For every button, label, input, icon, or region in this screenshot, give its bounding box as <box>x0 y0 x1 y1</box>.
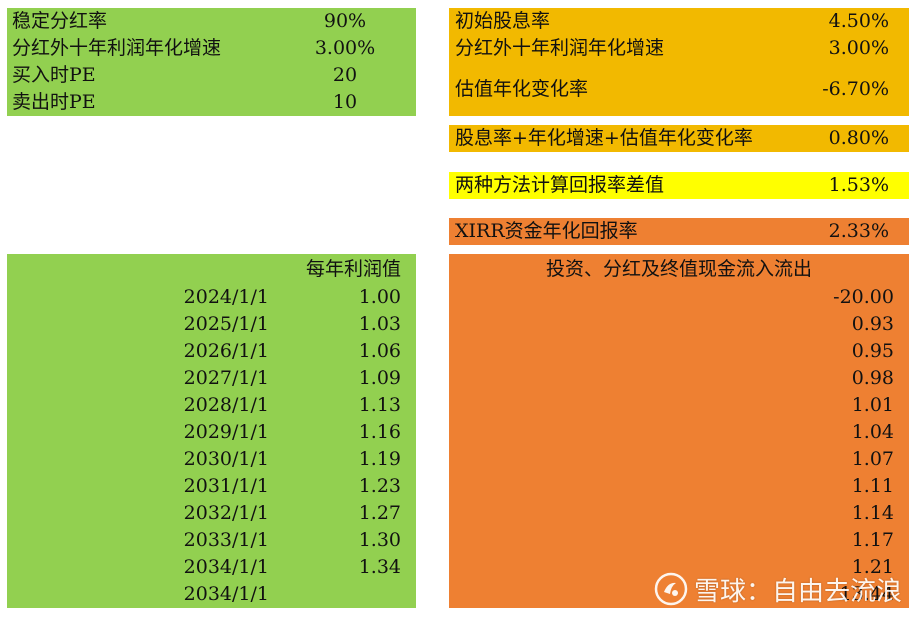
param-row-sell-pe: 卖出时PE 10 <box>7 89 416 116</box>
watermark: 雪球：自由去流浪 <box>654 567 902 611</box>
param-value: 10 <box>332 91 358 113</box>
profit-value: 1.16 <box>358 421 401 443</box>
sum-rate-value: 0.80% <box>828 127 889 149</box>
profit-value: 1.03 <box>358 313 401 335</box>
profit-date: 2025/1/1 <box>183 313 269 335</box>
cashflow-value: 1.11 <box>851 475 894 497</box>
profit-date: 2029/1/1 <box>183 421 269 443</box>
profit-date: 2032/1/1 <box>183 502 269 524</box>
table-row: 2032/1/1 1.27 <box>7 500 416 527</box>
return-diff-row: 两种方法计算回报率差值 1.53% <box>449 172 909 199</box>
profit-date: 2031/1/1 <box>183 475 269 497</box>
table-row: 2031/1/1 1.23 <box>7 473 416 500</box>
cashflow-header: 投资、分红及终值现金流入流出 <box>545 258 812 280</box>
sum-rate-row: 股息率+年化增速+估值年化变化率 0.80% <box>449 125 909 152</box>
table-row: 2034/1/1 1.34 <box>7 554 416 581</box>
table-row: 2029/1/1 1.16 <box>7 419 416 446</box>
param-value: 90% <box>323 10 367 32</box>
param-label: 分红外十年利润年化增速 <box>12 37 222 59</box>
cashflow-value: 0.98 <box>851 367 894 389</box>
table-row: 2025/1/1 1.03 <box>7 311 416 338</box>
cashflow-value: 1.04 <box>851 421 894 443</box>
cashflow-value: 13.44 <box>839 583 894 605</box>
table-row: 2034/1/1 <box>7 581 416 608</box>
profit-value: 1.06 <box>358 340 401 362</box>
param-value: 20 <box>332 64 358 86</box>
cashflow-value: 1.14 <box>851 502 894 524</box>
income-label: 分红外十年利润年化增速 <box>455 37 665 59</box>
profit-date: 2034/1/1 <box>183 583 269 605</box>
cashflow-value: 0.93 <box>851 313 894 335</box>
profit-date: 2024/1/1 <box>183 286 269 308</box>
annual-profit-header: 每年利润值 <box>305 258 401 280</box>
income-panel: 初始股息率 4.50% 分红外十年利润年化增速 3.00% 估值年化变化率 -6… <box>449 8 909 116</box>
xirr-label: XIRR资金年化回报率 <box>455 220 638 242</box>
cashflow-value: 1.07 <box>851 448 894 470</box>
cashflow-value: 1.21 <box>851 556 894 578</box>
cashflow-value: 1.17 <box>851 529 894 551</box>
snowball-logo-icon <box>654 572 688 606</box>
xirr-row: XIRR资金年化回报率 2.33% <box>449 218 909 245</box>
param-row-profit-growth: 分红外十年利润年化增速 3.00% <box>7 35 416 62</box>
return-diff-label: 两种方法计算回报率差值 <box>455 174 665 196</box>
profit-date: 2033/1/1 <box>183 529 269 551</box>
annual-profit-table: 每年利润值 2024/1/1 1.00 2025/1/1 1.03 2026/1… <box>7 254 416 608</box>
profit-value: 1.19 <box>358 448 401 470</box>
cashflow-table: 投资、分红及终值现金流入流出 -20.00 0.93 0.95 0.98 1.0… <box>449 254 909 608</box>
cashflow-value: 1.01 <box>851 394 894 416</box>
profit-value: 1.30 <box>358 529 401 551</box>
profit-value: 1.09 <box>358 367 401 389</box>
xirr-value: 2.33% <box>828 220 889 242</box>
profit-date: 2026/1/1 <box>183 340 269 362</box>
profit-date: 2030/1/1 <box>183 448 269 470</box>
income-label: 估值年化变化率 <box>455 78 589 100</box>
income-row-profit-growth: 分红外十年利润年化增速 3.00% <box>449 35 909 62</box>
profit-value: 1.13 <box>358 394 401 416</box>
cashflow-value: -20.00 <box>833 286 894 308</box>
profit-date: 2027/1/1 <box>183 367 269 389</box>
param-label: 卖出时PE <box>12 91 96 113</box>
table-row: 2024/1/1 1.00 <box>7 284 416 311</box>
param-row-dividend-payout: 稳定分红率 90% <box>7 8 416 35</box>
cashflow-value: 0.95 <box>851 340 894 362</box>
profit-value: 1.00 <box>358 286 401 308</box>
param-label: 稳定分红率 <box>12 10 108 32</box>
profit-date: 2028/1/1 <box>183 394 269 416</box>
param-label: 买入时PE <box>12 64 96 86</box>
income-row-valuation-change: 估值年化变化率 -6.70% <box>449 76 909 103</box>
parameters-panel: 稳定分红率 90% 分红外十年利润年化增速 3.00% 买入时PE 20 卖出时… <box>7 8 416 116</box>
table-row: 2030/1/1 1.19 <box>7 446 416 473</box>
profit-value: 1.27 <box>358 502 401 524</box>
income-value: 3.00% <box>828 37 889 59</box>
table-row: 2028/1/1 1.13 <box>7 392 416 419</box>
income-value: -6.70% <box>822 78 889 100</box>
return-diff-value: 1.53% <box>828 174 889 196</box>
param-value: 3.00% <box>314 37 376 59</box>
table-row: 2026/1/1 1.06 <box>7 338 416 365</box>
income-value: 4.50% <box>828 10 889 32</box>
profit-value: 1.23 <box>358 475 401 497</box>
income-label: 初始股息率 <box>455 10 551 32</box>
table-row: 2027/1/1 1.09 <box>7 365 416 392</box>
param-row-buy-pe: 买入时PE 20 <box>7 62 416 89</box>
watermark-text: 雪球：自由去流浪 <box>693 576 902 607</box>
profit-value: 1.34 <box>358 556 401 578</box>
table-row: 2033/1/1 1.30 <box>7 527 416 554</box>
profit-date: 2034/1/1 <box>183 556 269 578</box>
income-row-initial-yield: 初始股息率 4.50% <box>449 8 909 35</box>
sum-rate-label: 股息率+年化增速+估值年化变化率 <box>455 127 753 149</box>
